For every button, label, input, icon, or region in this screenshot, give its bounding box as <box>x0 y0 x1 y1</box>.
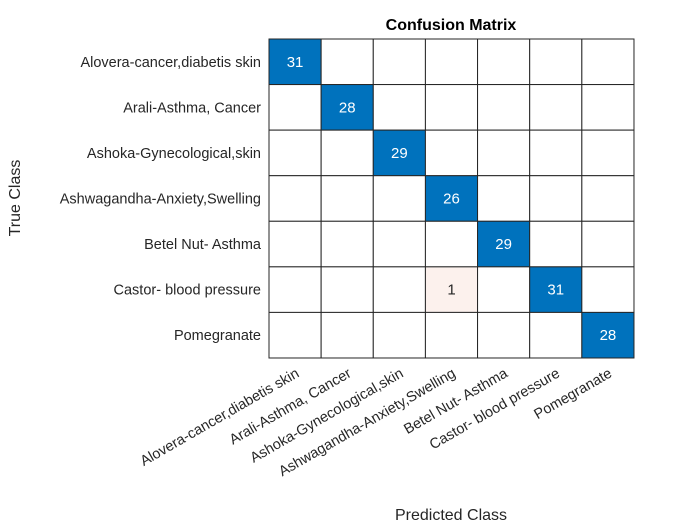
matrix-cell <box>581 311 635 359</box>
x-tick-labels: Alovera-cancer,diabetis skinArali-Asthma… <box>138 365 615 480</box>
matrix-cell <box>424 220 479 268</box>
matrix-cell <box>320 38 374 86</box>
cell-value-label: 31 <box>547 282 564 299</box>
matrix-cell <box>372 84 426 131</box>
cell-value-label: 28 <box>339 99 356 116</box>
cell-value-label: 28 <box>600 327 617 344</box>
matrix-cell <box>529 38 583 86</box>
matrix-cell <box>268 220 322 268</box>
matrix-cell <box>320 129 374 177</box>
cell-value-label: 26 <box>443 190 460 207</box>
y-tick-labels: Alovera-cancer,diabetis skin Arali-Asthma… <box>60 55 262 344</box>
cell-value-label: 1 <box>447 282 455 299</box>
matrix-cell <box>372 38 426 86</box>
matrix-cell <box>268 311 322 359</box>
y-axis-label: True Class <box>7 160 24 237</box>
y-tick-label: Alovera-cancer,diabetis skin <box>80 55 261 71</box>
matrix-cell <box>581 266 635 313</box>
matrix-cell <box>320 220 374 268</box>
y-tick-label: Pomegranate <box>174 328 261 344</box>
matrix-cell <box>320 266 374 313</box>
matrix-cell <box>529 175 583 222</box>
y-tick-label: Ashoka-Gynecological,skin <box>87 146 261 162</box>
matrix-cell <box>581 175 635 222</box>
matrix-cell <box>372 311 426 359</box>
matrix-cell <box>477 311 531 359</box>
cell-value-label: 31 <box>287 54 304 71</box>
y-tick-label: Castor- blood pressure <box>114 283 262 299</box>
y-tick-label: Ashwagandha-Anxiety,Swelling <box>60 191 261 207</box>
matrix-cell <box>268 266 322 313</box>
x-axis-label: Predicted Class <box>395 507 507 524</box>
matrix-cell <box>477 266 531 313</box>
matrix-cell <box>581 129 635 177</box>
matrix-cell <box>529 220 583 268</box>
matrix-cell <box>477 84 531 131</box>
matrix-cell <box>529 311 583 359</box>
matrix-cell <box>372 266 426 313</box>
matrix-cell <box>477 38 531 86</box>
matrix-cell <box>529 129 583 177</box>
cell-value-label: 29 <box>391 145 408 162</box>
matrix-cell <box>477 175 531 222</box>
matrix-cell <box>581 38 635 86</box>
matrix-cell <box>320 175 374 222</box>
matrix-cell <box>320 311 374 359</box>
y-tick-label: Betel Nut- Asthma <box>144 237 262 253</box>
cell-value-label: 29 <box>495 236 512 253</box>
matrix-cell <box>424 84 479 131</box>
matrix-cell <box>581 220 635 268</box>
matrix-cell <box>372 220 426 268</box>
matrix-cell <box>372 175 426 222</box>
matrix-cell <box>268 175 322 222</box>
matrix-cell <box>372 129 426 177</box>
y-tick-label: Arali-Asthma, Cancer <box>123 100 261 116</box>
matrix-cell <box>268 84 322 131</box>
matrix-cell <box>581 84 635 131</box>
matrix-cell <box>424 266 479 313</box>
matrix-cell <box>424 311 479 359</box>
matrix-cell <box>424 129 479 177</box>
matrix-cell <box>477 129 531 177</box>
chart-title: Confusion Matrix <box>386 17 517 34</box>
matrix-cell <box>424 38 479 86</box>
matrix-cell <box>268 38 322 86</box>
matrix-cell <box>529 84 583 131</box>
matrix-cell <box>268 129 322 177</box>
matrix-cell <box>320 84 374 131</box>
matrix-cells: 31 28 29 26 29 1 31 28 <box>268 38 635 359</box>
